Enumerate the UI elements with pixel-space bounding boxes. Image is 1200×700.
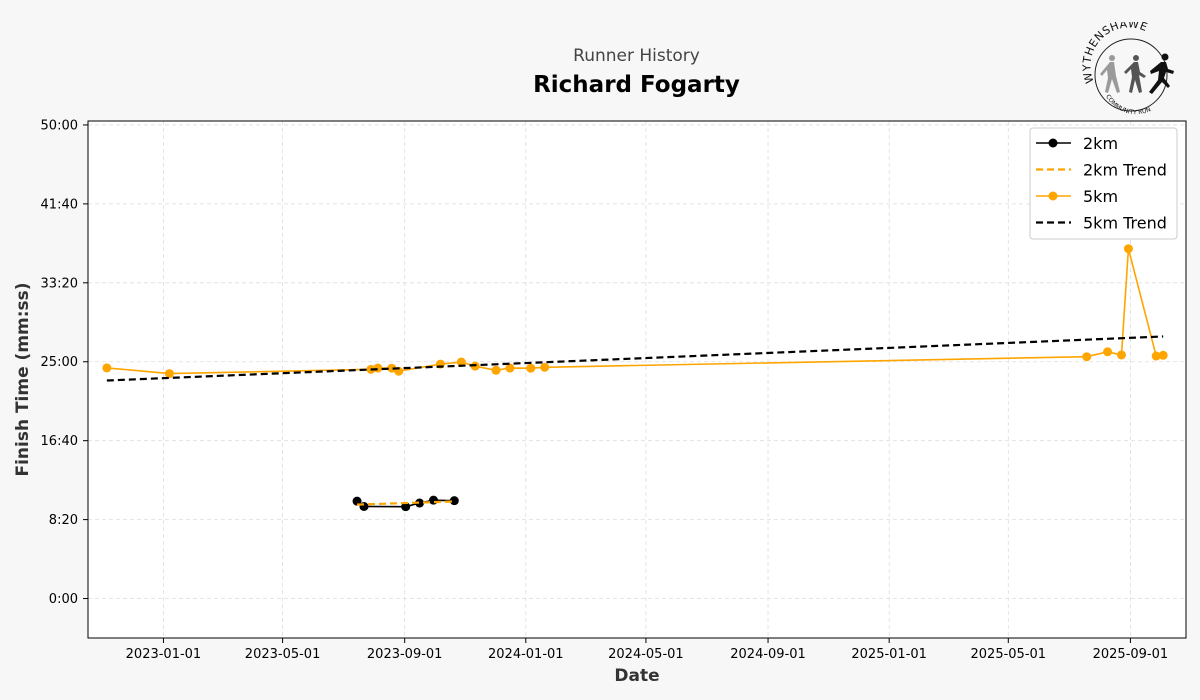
y-tick-label: 41:40 [41,197,78,212]
data-point-5km [456,357,466,367]
data-point-5km [540,362,550,372]
data-point-5km [1116,350,1126,360]
chart-subtitle: Runner History [573,46,700,66]
legend-label-5km-trend: 5km Trend [1083,214,1167,233]
y-tick-label: 16:40 [41,434,78,449]
plot-frame [87,120,1187,639]
x-tick-label: 2023-01-01 [126,647,202,662]
x-tick-label: 2025-09-01 [1093,647,1169,662]
series-line-5km-trend [106,335,1164,382]
legend-label-5km: 5km [1083,187,1118,206]
legend: 2km 2km Trend 5km 5km Trend [1029,127,1178,240]
data-point-5km [1103,347,1113,357]
data-point-5km [102,363,112,373]
y-tick-label: 8:20 [49,513,78,528]
runner-figure-dark [1149,53,1174,94]
plot-area [88,121,1186,638]
data-point-5km [1123,244,1133,254]
svg-text:COMMUNITY RUN: COMMUNITY RUN [1104,93,1152,116]
data-point-5km [373,363,383,373]
legend-label-2km-trend: 2km Trend [1083,161,1167,180]
x-tick-label: 2025-05-01 [971,647,1047,662]
wythenshawe-logo: WYTHENSHAWE COMMUNITY RUN [1082,22,1174,116]
y-tick-label: 0:00 [49,592,78,607]
series-line-2km-trend [357,500,455,506]
x-tick-label: 2025-01-01 [851,647,927,662]
y-axis-label: Finish Time (mm:ss) [13,282,33,476]
data-point-5km [164,369,174,379]
legend-label-2km: 2km [1083,134,1118,153]
x-axis-label: Date [614,666,659,686]
legend-marker-5km [1048,191,1058,201]
legend-box [1029,127,1178,240]
data-point-5km [387,363,397,373]
runner-figure-mid [1124,55,1146,93]
data-point-5km [491,365,501,375]
legend-marker-2km [1048,138,1058,148]
data-point-2km [415,498,425,508]
y-tick-label: 25:00 [41,355,78,370]
data-point-5km [1151,351,1161,361]
data-point-5km [1082,352,1092,362]
y-tick-label: 50:00 [41,118,78,133]
data-point-5km [505,363,515,373]
data-point-2km [449,496,459,506]
data-point-5km [526,363,536,373]
data-point-2km [352,496,362,506]
x-tick-label: 2024-09-01 [730,647,806,662]
x-tick-label: 2023-05-01 [245,647,321,662]
runner-figure-light [1100,55,1120,93]
data-point-5km [1158,350,1168,360]
x-tick-label: 2024-05-01 [608,647,684,662]
data-point-2km [428,495,438,505]
data-point-2km [401,502,411,512]
y-tick-label: 33:20 [41,276,78,291]
x-tick-label: 2024-01-01 [488,647,564,662]
x-tick-label: 2023-09-01 [367,647,443,662]
chart-title: Richard Fogarty [533,72,740,98]
logo-subtext: COMMUNITY RUN [1104,93,1152,116]
